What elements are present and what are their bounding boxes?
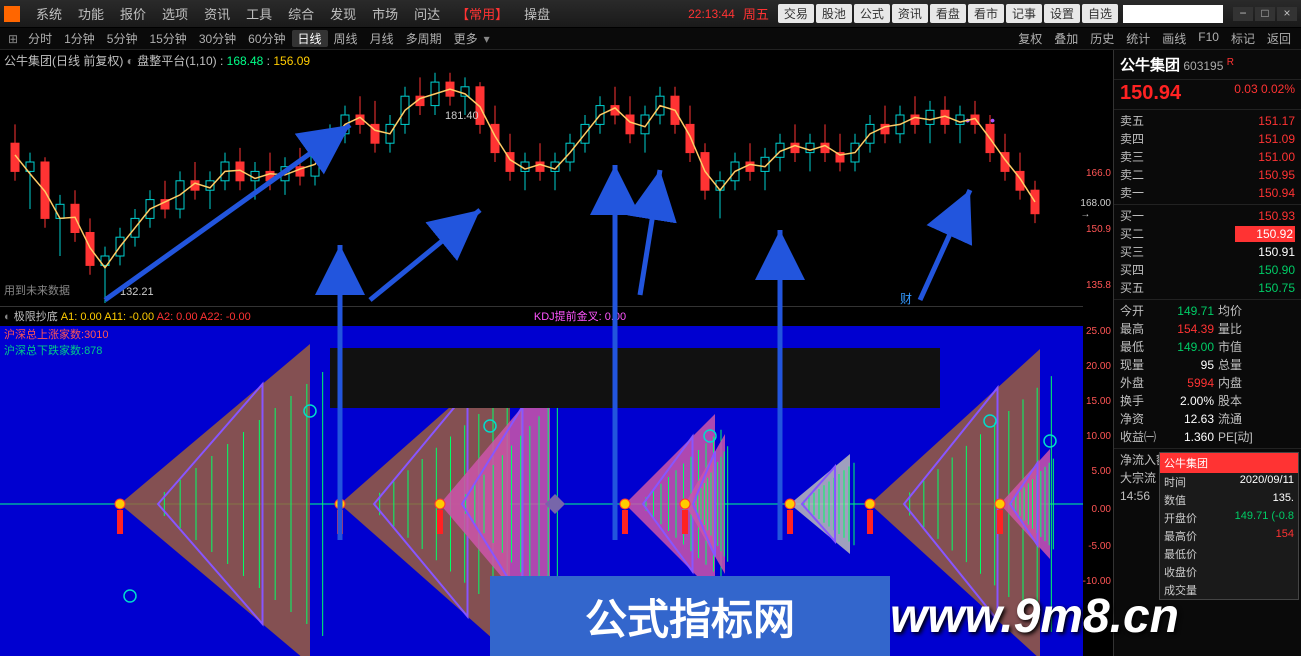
info-row: 收益㈠1.360PE[动]	[1114, 428, 1301, 446]
tab-看盘[interactable]: 看盘	[930, 4, 966, 23]
timeframe-5分钟[interactable]: 5分钟	[101, 30, 144, 47]
timeframe-15分钟[interactable]: 15分钟	[143, 30, 192, 47]
bid-level: 买二150.92	[1114, 225, 1301, 243]
menu-trading[interactable]: 操盘	[516, 4, 558, 23]
menu-common[interactable]: 【常用】	[448, 4, 516, 23]
ask-level: 卖三151.00	[1114, 148, 1301, 166]
bid-level: 买四150.90	[1114, 261, 1301, 279]
tab-看市[interactable]: 看市	[968, 4, 1004, 23]
clock-day: 周五	[735, 4, 777, 23]
stock-name: 公牛集团	[1120, 57, 1180, 74]
bid-level: 买一150.93	[1114, 207, 1301, 225]
indicator-kdj-row: ◐ 极限抄底 A1: 0.00 A11: -0.00 A2: 0.00 A22:…	[0, 306, 1083, 324]
site-logo-banner: 公式指标网	[490, 576, 890, 656]
timeframe-周线[interactable]: 周线	[328, 30, 364, 47]
info-row: 外盘5994内盘	[1114, 374, 1301, 392]
bid-level: 买三150.91	[1114, 243, 1301, 261]
menu-报价[interactable]: 报价	[112, 7, 154, 22]
timeframe-60分钟[interactable]: 60分钟	[242, 30, 291, 47]
tool-叠加[interactable]: 叠加	[1048, 30, 1084, 47]
minimize-icon[interactable]: −	[1233, 7, 1253, 21]
stock-code: 603195	[1183, 59, 1223, 73]
info-row: 现量95总量	[1114, 356, 1301, 374]
ask-level: 卖一150.94	[1114, 184, 1301, 202]
low-price-label: 132.21	[120, 286, 154, 298]
tool-返回[interactable]: 返回	[1261, 30, 1297, 47]
timeframe-bar: ⊞ 分时1分钟5分钟15分钟30分钟60分钟日线周线月线多周期更多 ▾ 复权叠加…	[0, 28, 1301, 50]
window-controls: − □ ×	[1233, 7, 1297, 21]
menu-功能[interactable]: 功能	[70, 7, 112, 22]
info-row: 换手2.00%股本	[1114, 392, 1301, 410]
info-row: 最低149.00市值	[1114, 338, 1301, 356]
menu-系统[interactable]: 系统	[28, 7, 70, 22]
menu-选项[interactable]: 选项	[154, 7, 196, 22]
dropdown-icon[interactable]: ▾	[484, 32, 490, 46]
price-axis: 166.0168.00 →150.9135.8	[1083, 68, 1113, 303]
tool-复权[interactable]: 复权	[1012, 30, 1048, 47]
timeframe-1分钟[interactable]: 1分钟	[58, 30, 101, 47]
high-price-label: 181.40	[445, 110, 479, 122]
clock-time: 22:13:44	[688, 7, 735, 21]
stock-header: 公牛集团 603195 R	[1114, 50, 1301, 80]
timeframe-分时[interactable]: 分时	[22, 30, 58, 47]
info-row: 今开149.71均价	[1114, 302, 1301, 320]
future-data-label: 用到未来数据	[4, 282, 70, 298]
last-price-row: 150.94 0.03 0.02%	[1114, 80, 1301, 107]
tab-公式[interactable]: 公式	[854, 4, 890, 23]
r-badge: R	[1227, 57, 1234, 68]
tool-统计[interactable]: 统计	[1120, 30, 1156, 47]
timeframe-30分钟[interactable]: 30分钟	[193, 30, 242, 47]
menu-工具[interactable]: 工具	[238, 7, 280, 22]
ask-level: 卖五151.17	[1114, 112, 1301, 130]
info-row: 最高154.39量比	[1114, 320, 1301, 338]
timeframe-多周期[interactable]: 多周期	[400, 30, 448, 47]
tab-设置[interactable]: 设置	[1044, 4, 1080, 23]
ask-level: 卖四151.09	[1114, 130, 1301, 148]
tab-股池[interactable]: 股池	[816, 4, 852, 23]
menu-综合[interactable]: 综合	[280, 7, 322, 22]
cai-marker: 财	[900, 290, 912, 307]
last-price: 150.94	[1120, 82, 1181, 105]
chart-region[interactable]: 公牛集团(日线 前复权) ◐ 盘整平台(1,10) : 168.48 : 156…	[0, 50, 1113, 656]
menu-市场[interactable]: 市场	[364, 7, 406, 22]
site-url-watermark: www.9m8.cn	[890, 576, 1300, 656]
chart-title: 公牛集团(日线 前复权) ◐ 盘整平台(1,10) : 168.48 : 156…	[4, 52, 310, 69]
candlestick-chart[interactable]	[0, 68, 1083, 303]
timeframe-月线[interactable]: 月线	[364, 30, 400, 47]
timeframe-日线[interactable]: 日线	[292, 30, 328, 47]
tab-交易[interactable]: 交易	[778, 4, 814, 23]
popup-title: 公牛集团	[1160, 453, 1298, 473]
bid-level: 买五150.75	[1114, 279, 1301, 297]
quote-sidebar: 公牛集团 603195 R 150.94 0.03 0.02% 卖五151.17…	[1113, 50, 1301, 656]
tool-画线[interactable]: 画线	[1156, 30, 1192, 47]
market-stats: 沪深总上涨家数:3010 沪深总下跌家数:878	[4, 326, 109, 358]
top-menu-bar: 系统功能报价选项资讯工具综合发现市场问达 【常用】 操盘 22:13:44 周五…	[0, 0, 1301, 28]
tool-标记[interactable]: 标记	[1225, 30, 1261, 47]
maximize-icon[interactable]: □	[1255, 7, 1275, 21]
close-icon[interactable]: ×	[1277, 7, 1297, 21]
search-input[interactable]	[1123, 5, 1223, 23]
app-logo-icon	[4, 6, 20, 22]
menu-发现[interactable]: 发现	[322, 7, 364, 22]
tool-F10[interactable]: F10	[1192, 30, 1225, 47]
timeframe-更多[interactable]: 更多	[448, 30, 484, 47]
menu-问达[interactable]: 问达	[406, 7, 448, 22]
info-row: 净资12.63流通	[1114, 410, 1301, 428]
tab-记事[interactable]: 记事	[1006, 4, 1042, 23]
watermark-overlay	[330, 348, 940, 408]
tab-资讯[interactable]: 资讯	[892, 4, 928, 23]
tool-历史[interactable]: 历史	[1084, 30, 1120, 47]
menu-资讯[interactable]: 资讯	[196, 7, 238, 22]
tab-自选[interactable]: 自选	[1082, 4, 1118, 23]
expand-icon[interactable]: ⊞	[4, 32, 22, 46]
ask-level: 卖二150.95	[1114, 166, 1301, 184]
